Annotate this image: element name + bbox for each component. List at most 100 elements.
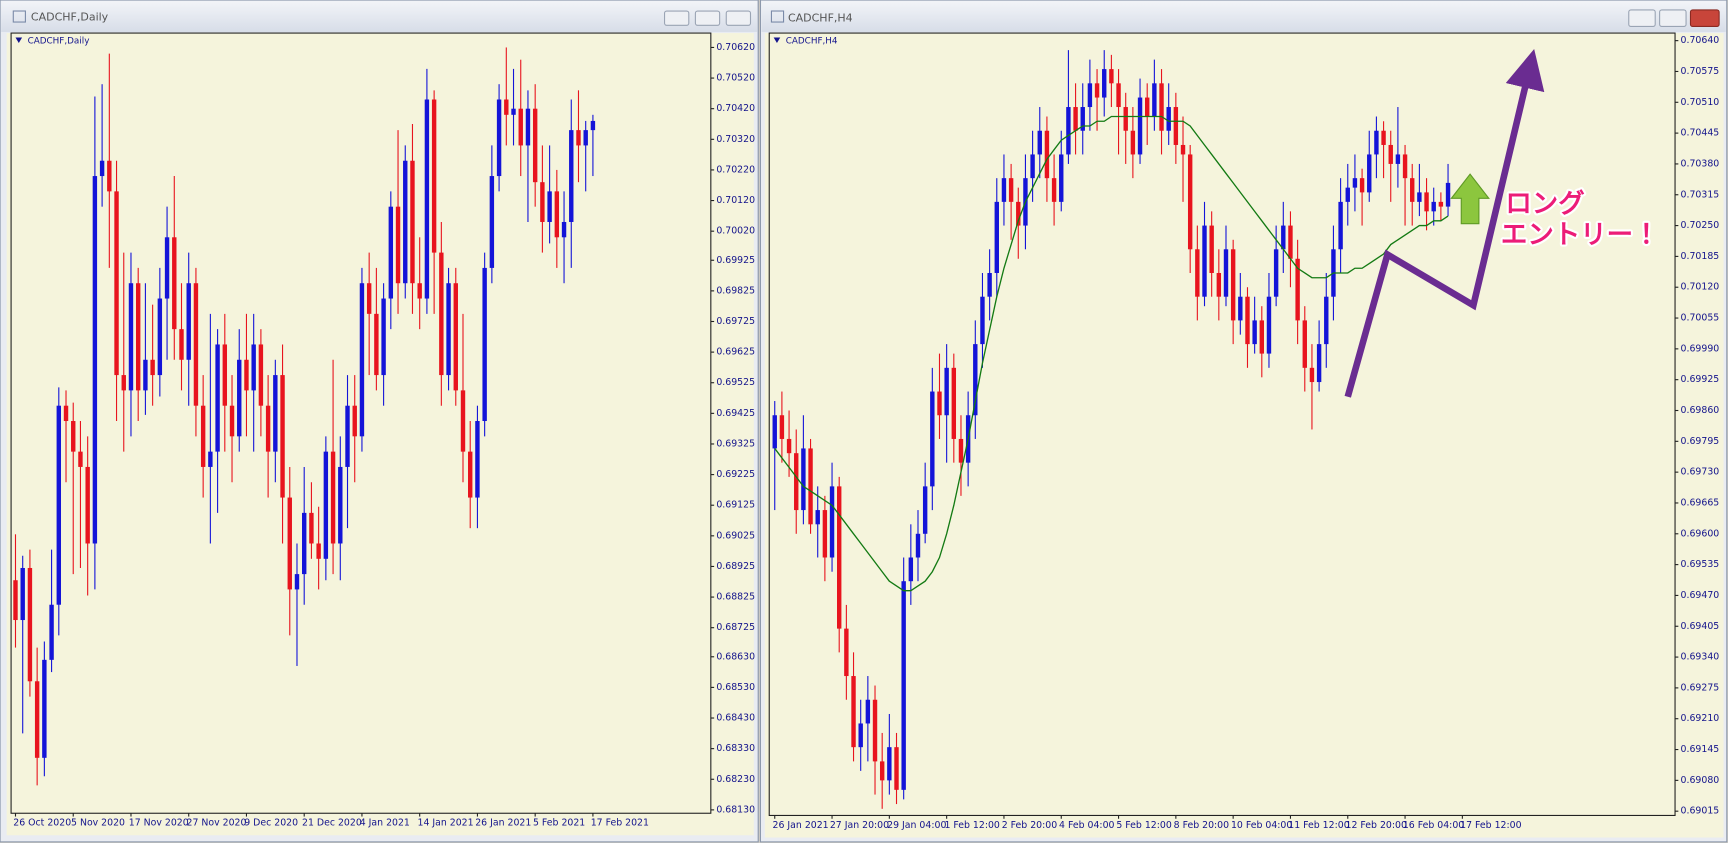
candle-body	[302, 512, 307, 575]
candle-body	[135, 283, 141, 391]
candle-body	[42, 659, 47, 758]
candle-body	[525, 108, 531, 146]
candle-body	[980, 296, 985, 345]
x-tick-label: 16 Feb 04:00	[1403, 820, 1464, 831]
candle-body	[779, 415, 785, 439]
minimize-button[interactable]	[663, 10, 690, 26]
candle-body	[475, 421, 480, 498]
y-tick-label: 0.70420	[716, 103, 755, 114]
y-tick-label: 0.70055	[1681, 313, 1720, 324]
y-tick-label: 0.69275	[1681, 682, 1720, 693]
maximize-button[interactable]	[1659, 9, 1687, 27]
x-tick-label: 21 Dec 2020	[302, 818, 362, 829]
candle-body	[504, 99, 509, 115]
candle-body	[330, 451, 336, 544]
candle-body	[973, 344, 978, 416]
candle-body	[1252, 320, 1257, 345]
y-tick-label: 0.68430	[716, 713, 755, 724]
chart-label: CADCHF,Daily	[28, 36, 90, 46]
candle-body	[518, 108, 523, 146]
candle-body	[468, 451, 473, 498]
x-tick-label: 27 Jan 20:00	[830, 820, 889, 831]
candle-body	[994, 201, 999, 273]
candle-body	[794, 453, 799, 511]
x-tick-label: 29 Jan 04:00	[887, 820, 946, 831]
candle-body	[865, 699, 871, 724]
candle-body	[1209, 225, 1214, 273]
y-tick-label: 0.69860	[1681, 405, 1720, 416]
candle-body	[987, 272, 992, 297]
menu-triangle	[773, 37, 781, 43]
x-tick-label: 5 Feb 12:00	[1116, 820, 1171, 831]
candle-body	[172, 237, 177, 330]
candle-body	[1259, 320, 1265, 354]
y-tick-label: 0.70445	[1681, 128, 1720, 139]
candle-body	[56, 405, 62, 605]
y-tick-label: 0.68230	[716, 774, 755, 785]
y-tick-label: 0.69470	[1681, 590, 1720, 601]
candle-body	[258, 344, 264, 406]
candle-body	[403, 160, 408, 284]
y-tick-label: 0.69145	[1681, 744, 1720, 755]
candle-body	[222, 344, 228, 406]
minimize-button[interactable]	[1628, 9, 1656, 27]
candle-body	[395, 206, 401, 284]
candle-body	[157, 298, 163, 376]
y-tick-label: 0.69525	[716, 377, 755, 388]
candle-body	[186, 283, 191, 360]
candle-body	[78, 451, 83, 467]
candle-body	[453, 283, 458, 391]
candle-body	[1309, 367, 1315, 383]
candle-body	[316, 543, 321, 559]
candle-body	[808, 448, 813, 525]
candle-body	[13, 580, 18, 621]
x-tick-label: 9 Dec 2020	[244, 818, 298, 829]
close-button[interactable]	[725, 10, 752, 26]
y-tick-label: 0.69080	[1681, 775, 1720, 786]
candle-body	[200, 405, 206, 467]
candle-body	[1059, 154, 1064, 202]
candle-body	[1266, 296, 1272, 354]
candle-body	[915, 533, 921, 558]
candle-body	[786, 438, 792, 454]
candle-body	[280, 375, 285, 498]
candle-body	[829, 486, 835, 558]
window-icon	[770, 10, 785, 23]
annotation-text: エントリー！	[1501, 219, 1660, 250]
maximize-button[interactable]	[694, 10, 721, 26]
candle-body	[554, 191, 560, 238]
candle-body	[958, 438, 964, 463]
y-tick-label: 0.70575	[1681, 66, 1720, 77]
x-tick-label: 8 Feb 20:00	[1174, 820, 1229, 831]
candle-body	[482, 267, 487, 422]
candle-body	[837, 486, 842, 629]
y-tick-label: 0.69210	[1681, 713, 1720, 724]
window-icon	[12, 10, 26, 23]
candle-body	[1295, 258, 1300, 321]
candle-body	[1288, 225, 1293, 259]
candle-body	[1008, 178, 1014, 202]
candle-body	[822, 510, 828, 558]
title-bar	[1, 1, 758, 32]
candle-body	[273, 375, 278, 452]
x-tick-label: 11 Feb 12:00	[1288, 820, 1349, 831]
x-tick-label: 17 Feb 12:00	[1460, 820, 1521, 831]
y-tick-label: 0.68330	[716, 743, 755, 754]
menu-triangle	[15, 37, 23, 43]
candle-body	[424, 99, 430, 299]
candle-body	[1238, 296, 1243, 321]
candle-body	[431, 99, 437, 253]
x-tick-label: 26 Jan 2021	[773, 820, 829, 831]
window-title: CADCHF,Daily	[31, 11, 109, 24]
chart-background	[764, 33, 1724, 838]
y-tick-label: 0.70185	[1681, 251, 1720, 262]
candle-body	[1195, 249, 1200, 297]
y-tick-label: 0.70315	[1681, 189, 1720, 200]
candle-body	[1001, 178, 1007, 202]
candle-body	[121, 375, 126, 391]
x-tick-label: 12 Feb 20:00	[1346, 820, 1407, 831]
close-button[interactable]	[1689, 9, 1720, 27]
y-tick-label: 0.70320	[716, 134, 755, 145]
chart-background	[6, 33, 754, 836]
